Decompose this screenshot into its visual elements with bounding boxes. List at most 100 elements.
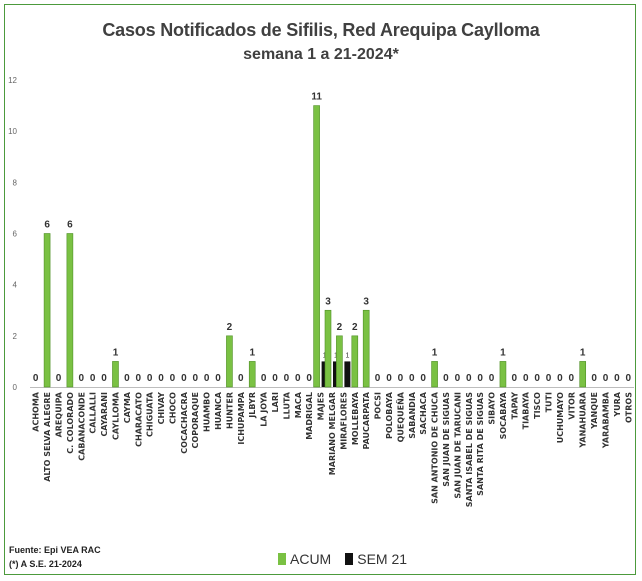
data-label-acum: 0 (192, 373, 198, 384)
x-tick-label: SANTA RITA DE SIGUAS (476, 392, 485, 496)
x-tick-label: HUNTER (225, 392, 234, 429)
x-tick-label: POCSI (374, 392, 383, 419)
data-label-sem21: 1 (345, 352, 349, 359)
data-label-sem21: 1 (323, 352, 327, 359)
data-label-acum: 6 (67, 220, 73, 231)
y-tick-label: 12 (8, 76, 17, 85)
bar-acum (336, 335, 343, 388)
data-label-acum: 2 (337, 322, 343, 333)
data-label-acum: 1 (249, 347, 255, 358)
x-tick-label: SAN ANTONIO DE CHUCA (431, 391, 440, 504)
x-tick-label: OTROS (624, 392, 633, 423)
x-tick-label: TISCO (533, 392, 542, 419)
data-label-acum: 0 (375, 373, 381, 384)
x-tick-label: QUEQUEÑA (395, 391, 405, 442)
data-label-acum: 0 (420, 373, 426, 384)
x-tick-label: ICHUPAMPA (237, 391, 246, 444)
x-tick-label: CHIVAY (157, 392, 166, 425)
x-tick-label: ALTO SELVA ALEGRE (43, 392, 52, 482)
x-tick-label: CAYARANI (100, 392, 109, 437)
data-label-acum: 0 (101, 373, 107, 384)
data-label-acum: 0 (284, 373, 290, 384)
data-label-acum: 0 (181, 373, 187, 384)
data-label-acum: 0 (295, 373, 301, 384)
data-label-acum: 3 (363, 296, 369, 307)
x-tick-label: MOLLEBAYA (351, 391, 360, 445)
data-label-acum: 0 (466, 373, 472, 384)
x-tick-label: CALLALLI (89, 392, 98, 434)
bar-acum (226, 335, 233, 388)
data-label-acum: 0 (626, 373, 632, 384)
y-tick-label: 8 (13, 178, 18, 187)
data-label-acum: 0 (215, 373, 221, 384)
x-tick-label: MIRAFLORES (339, 392, 348, 450)
bar-acum (351, 335, 359, 388)
x-tick-label: AREQUIPA (54, 391, 63, 437)
data-label-acum: 0 (603, 373, 609, 384)
legend-label-sem21: SEM 21 (357, 551, 408, 567)
x-tick-label: LLUTA (282, 391, 291, 419)
x-tick-label: YARABAMBA (602, 391, 611, 449)
bar-acum (313, 105, 320, 388)
y-tick-label: 10 (8, 127, 17, 136)
data-label-acum: 0 (170, 373, 176, 384)
data-label-acum: 0 (79, 373, 85, 384)
data-label-acum: 0 (523, 373, 529, 384)
chart-title: Casos Notificados de Sifilis, Red Arequi… (102, 20, 540, 40)
data-label-acum: 2 (352, 322, 358, 333)
chart-frame (4, 4, 636, 575)
x-tick-label: C. COLORADO (66, 392, 75, 454)
bar-acum (248, 361, 256, 388)
x-tick-label: CHARACATO (134, 392, 143, 447)
chart-subtitle: semana 1 a 21-2024* (243, 46, 399, 63)
data-label-acum: 0 (489, 373, 495, 384)
legend-item-acum: ACUM (278, 551, 331, 567)
x-tick-label: COCACHACRA (180, 391, 189, 454)
x-tick-label: SANTA ISABEL DE SIGUAS (465, 392, 474, 507)
data-label-acum: 0 (614, 373, 620, 384)
data-label-acum: 0 (398, 373, 404, 384)
data-label-acum: 0 (135, 373, 141, 384)
data-label-acum: 1 (432, 347, 438, 358)
x-tick-label: CAYLLOMA (111, 391, 120, 440)
x-tick-label: UCHUMAYO (556, 392, 565, 443)
x-tick-label: SOCABAYA (499, 391, 508, 439)
bar-sem21 (344, 361, 351, 387)
bar-acum (324, 309, 332, 388)
y-tick-label: 2 (13, 332, 18, 341)
data-label-acum: 0 (158, 373, 164, 384)
x-tick-label: LA JOYA (260, 391, 269, 427)
y-tick-label: 4 (13, 281, 18, 290)
data-label-acum: 0 (569, 373, 575, 384)
x-tick-label: POLOBAYA (385, 391, 394, 439)
x-tick-label: HUANCA (214, 391, 223, 430)
x-tick-label: CHIGUATA (146, 391, 155, 437)
data-label-acum: 0 (443, 373, 449, 384)
data-label-acum: 0 (124, 373, 130, 384)
data-label-acum: 0 (56, 373, 62, 384)
x-tick-label: MARIANO MELGAR (328, 392, 337, 475)
x-tick-label: CHOCO (168, 392, 177, 424)
x-tick-label: COPORAQUE (191, 392, 200, 448)
bar-sem21 (321, 361, 328, 387)
data-label-acum: 6 (44, 220, 50, 231)
data-label-acum: 0 (33, 373, 39, 384)
y-tick-label: 6 (13, 230, 18, 239)
x-tick-label: MAJES (317, 392, 326, 421)
legend-item-sem21: SEM 21 (345, 551, 407, 567)
data-label-acum: 0 (147, 373, 153, 384)
legend: ACUM SEM 21 (278, 551, 421, 567)
x-tick-label: SAN JUAN DE TARUCANI (453, 392, 462, 499)
x-tick-label: ACHOMA (32, 391, 41, 432)
x-tick-label: VITOR (567, 392, 576, 420)
data-label-sem21: 1 (334, 352, 338, 359)
legend-swatch-sem21 (345, 553, 354, 565)
data-label-acum: 0 (546, 373, 552, 384)
data-label-acum: 2 (227, 322, 233, 333)
x-tick-label: CAYMA (123, 391, 132, 423)
data-label-acum: 0 (557, 373, 563, 384)
x-tick-label: JLBYR (248, 392, 257, 419)
data-label-acum: 0 (386, 373, 392, 384)
data-label-acum: 0 (204, 373, 210, 384)
data-label-acum: 0 (409, 373, 415, 384)
